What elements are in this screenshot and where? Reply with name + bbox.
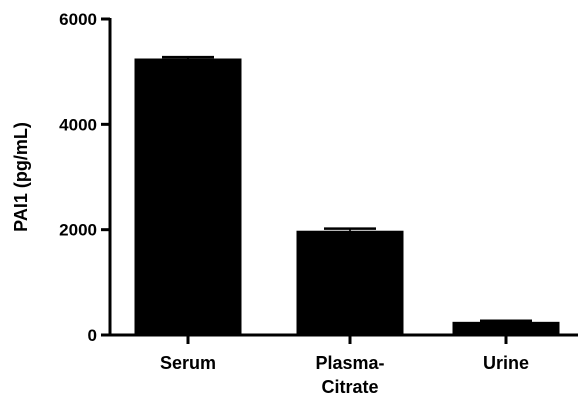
bar-0	[134, 58, 242, 335]
category-label-0: Serum	[160, 353, 216, 373]
y-tick-label-1: 2000	[59, 221, 97, 240]
y-axis-title: PAI1 (pg/mL)	[11, 122, 31, 232]
bar-1	[296, 230, 404, 335]
category-label-2: Urine	[483, 353, 529, 373]
y-tick-label-2: 4000	[59, 115, 97, 134]
category-label-1: Plasma-Citrate	[315, 353, 384, 397]
y-tick-label-3: 6000	[59, 10, 97, 29]
bar-2	[452, 321, 560, 335]
y-tick-label-0: 0	[88, 326, 97, 345]
plot-area: 0 2000 4000 6000 Serum Plasma-Citrate Urine	[59, 10, 578, 397]
